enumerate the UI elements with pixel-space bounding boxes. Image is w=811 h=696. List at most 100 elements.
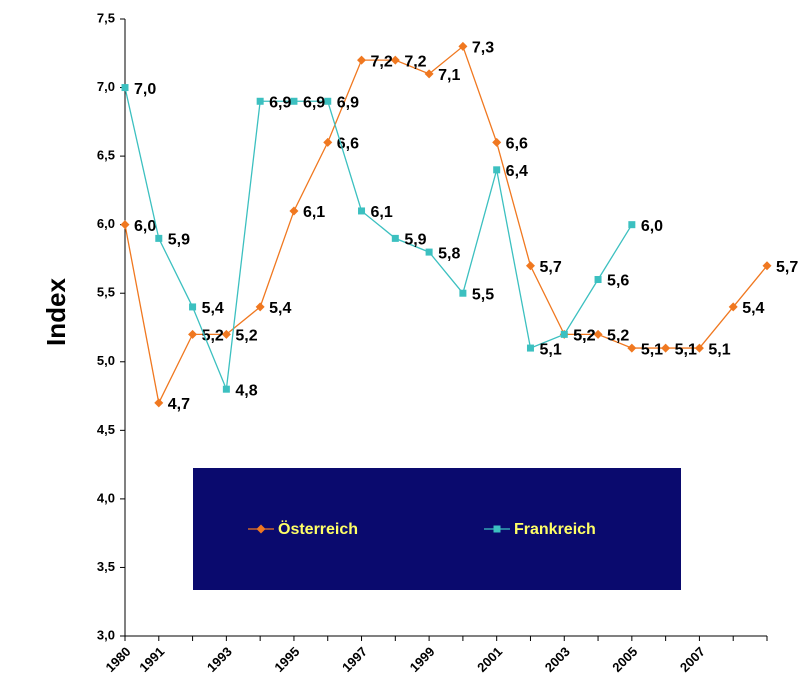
x-tick-label: 1993 [204,644,235,675]
data-point [459,289,467,297]
data-label: 5,2 [235,328,257,345]
data-label: 5,8 [438,245,460,262]
data-point [458,41,468,51]
data-point [255,302,265,312]
data-point [694,343,704,353]
data-label: 6,6 [337,136,359,153]
y-tick-label: 4,0 [97,490,115,505]
data-label: 6,9 [269,94,291,111]
data-label: 6,4 [506,163,528,180]
data-label: 6,9 [303,94,325,111]
data-point [121,84,129,92]
data-point [728,302,738,312]
x-tick-label: 1980 [102,644,133,675]
legend-label: Österreich [278,519,358,538]
x-tick-label: 1999 [407,644,438,675]
data-point [324,97,332,105]
data-point [120,220,130,230]
y-tick-label: 3,0 [97,627,115,642]
y-tick-label: 6,0 [97,216,115,231]
data-label: 5,2 [202,328,224,345]
x-tick-label: 2007 [677,644,708,675]
data-point [358,207,366,215]
data-point [390,55,400,65]
legend-marker [493,525,501,533]
data-point [391,234,399,242]
data-point [155,234,163,242]
data-point [256,97,264,105]
y-tick-label: 6,5 [97,148,115,163]
data-label: 7,2 [404,53,426,70]
data-point [425,248,433,256]
y-tick-label: 5,0 [97,353,115,368]
data-point [323,137,333,147]
y-tick-label: 3,5 [97,559,115,574]
x-tick-label: 2003 [542,644,573,675]
y-axis-label: Index [41,278,71,346]
legend: Österreich Frankreich [193,468,681,590]
data-point [222,385,230,393]
data-point [560,330,568,338]
data-label: 5,1 [675,341,697,358]
data-label: 6,1 [371,204,393,221]
data-label: 5,4 [202,300,224,317]
x-tick-label: 2001 [474,644,505,675]
data-point [188,329,198,339]
y-tick-label: 5,5 [97,285,115,300]
x-tick-label: 2005 [609,644,640,675]
data-point [628,221,636,229]
data-label: 7,1 [438,67,460,84]
legend-marker [256,524,266,534]
data-label: 7,0 [134,81,156,98]
y-tick-label: 4,5 [97,422,115,437]
data-label: 5,9 [168,232,190,249]
data-point [593,329,603,339]
x-tick-label: 1995 [271,644,302,675]
data-label: 5,4 [742,300,764,317]
data-label: 6,0 [134,218,156,235]
data-label: 5,6 [607,273,629,290]
data-label: 7,3 [472,40,494,57]
data-label: 6,0 [641,218,663,235]
data-label: 5,1 [708,341,730,358]
data-point [290,97,298,105]
data-label: 5,9 [404,232,426,249]
data-label: 4,8 [235,382,257,399]
x-tick-label: 1991 [136,644,167,675]
data-point [424,69,434,79]
data-label: 6,9 [337,94,359,111]
series-line [124,87,633,392]
data-point [189,303,197,311]
data-point [289,206,299,216]
data-label: 5,1 [641,341,663,358]
y-tick-label: 7,5 [97,10,115,25]
data-label: 5,1 [539,341,561,358]
data-label: 5,7 [776,259,798,276]
data-point [526,344,534,352]
data-point [594,276,602,284]
data-label: 5,2 [573,328,595,345]
data-point [357,55,367,65]
x-tick-label: 1997 [339,644,370,675]
data-point [493,166,501,174]
data-label: 5,2 [607,328,629,345]
data-label: 6,6 [506,136,528,153]
data-point [661,343,671,353]
legend-box [193,468,681,590]
y-tick-label: 7,0 [97,79,115,94]
data-label: 4,7 [168,396,190,413]
data-label: 5,5 [472,286,494,303]
data-label: 5,2 [573,328,595,345]
data-point [492,137,502,147]
data-point [221,329,231,339]
data-label: 7,2 [371,53,393,70]
data-label: 5,7 [539,259,561,276]
series-line [124,45,768,405]
data-point [154,398,164,408]
data-point [762,261,772,271]
data-label: 6,1 [303,204,325,221]
data-point [627,343,637,353]
data-label: 5,4 [269,300,291,317]
legend-label: Frankreich [514,521,596,538]
